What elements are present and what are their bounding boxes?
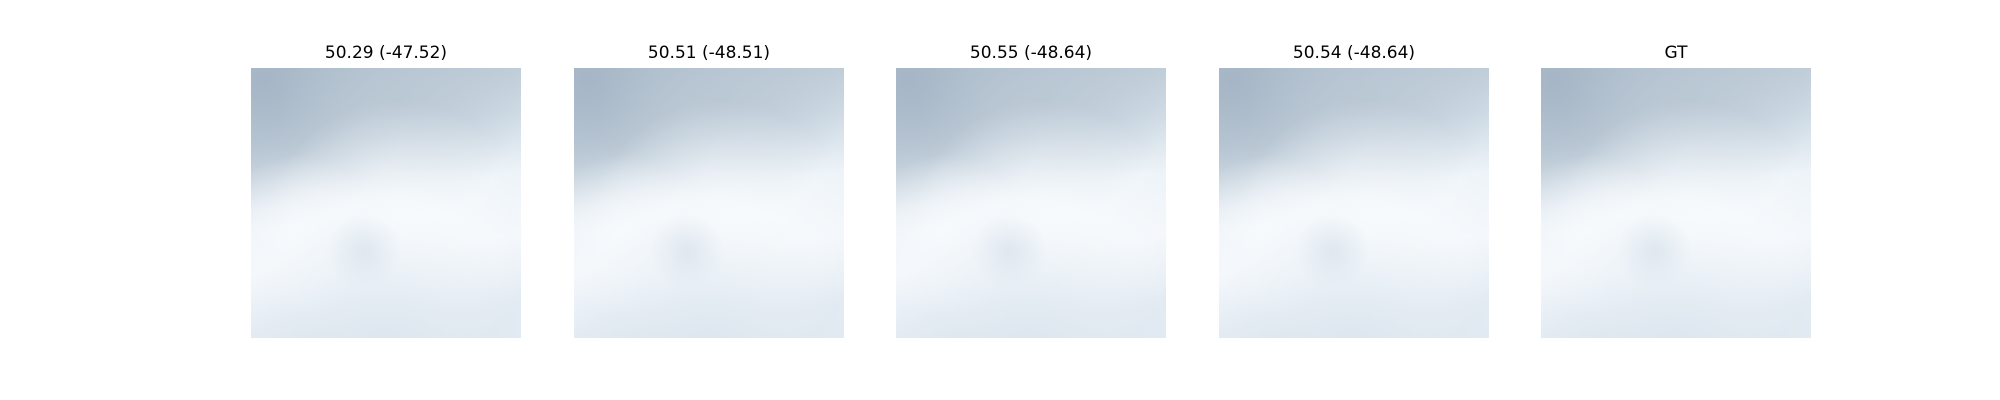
cloud-sky-image bbox=[251, 68, 521, 338]
panel-1: 50.29 (-47.52) bbox=[251, 38, 521, 338]
cloud-sky-image bbox=[574, 68, 844, 338]
cloud-sky-image bbox=[1219, 68, 1489, 338]
panel-3: 50.55 (-48.64) bbox=[896, 38, 1166, 338]
panel-title: 50.54 (-48.64) bbox=[1292, 43, 1416, 63]
panel-title: 50.51 (-48.51) bbox=[647, 43, 771, 63]
cloud-sky-image bbox=[896, 68, 1166, 338]
panel-title: 50.55 (-48.64) bbox=[969, 43, 1093, 63]
panel-ground-truth: GT bbox=[1541, 38, 1811, 338]
panel-2: 50.51 (-48.51) bbox=[574, 38, 844, 338]
panel-title: GT bbox=[1664, 43, 1688, 63]
panel-4: 50.54 (-48.64) bbox=[1219, 38, 1489, 338]
cloud-sky-image bbox=[1541, 68, 1811, 338]
panel-title: 50.29 (-47.52) bbox=[324, 43, 448, 63]
